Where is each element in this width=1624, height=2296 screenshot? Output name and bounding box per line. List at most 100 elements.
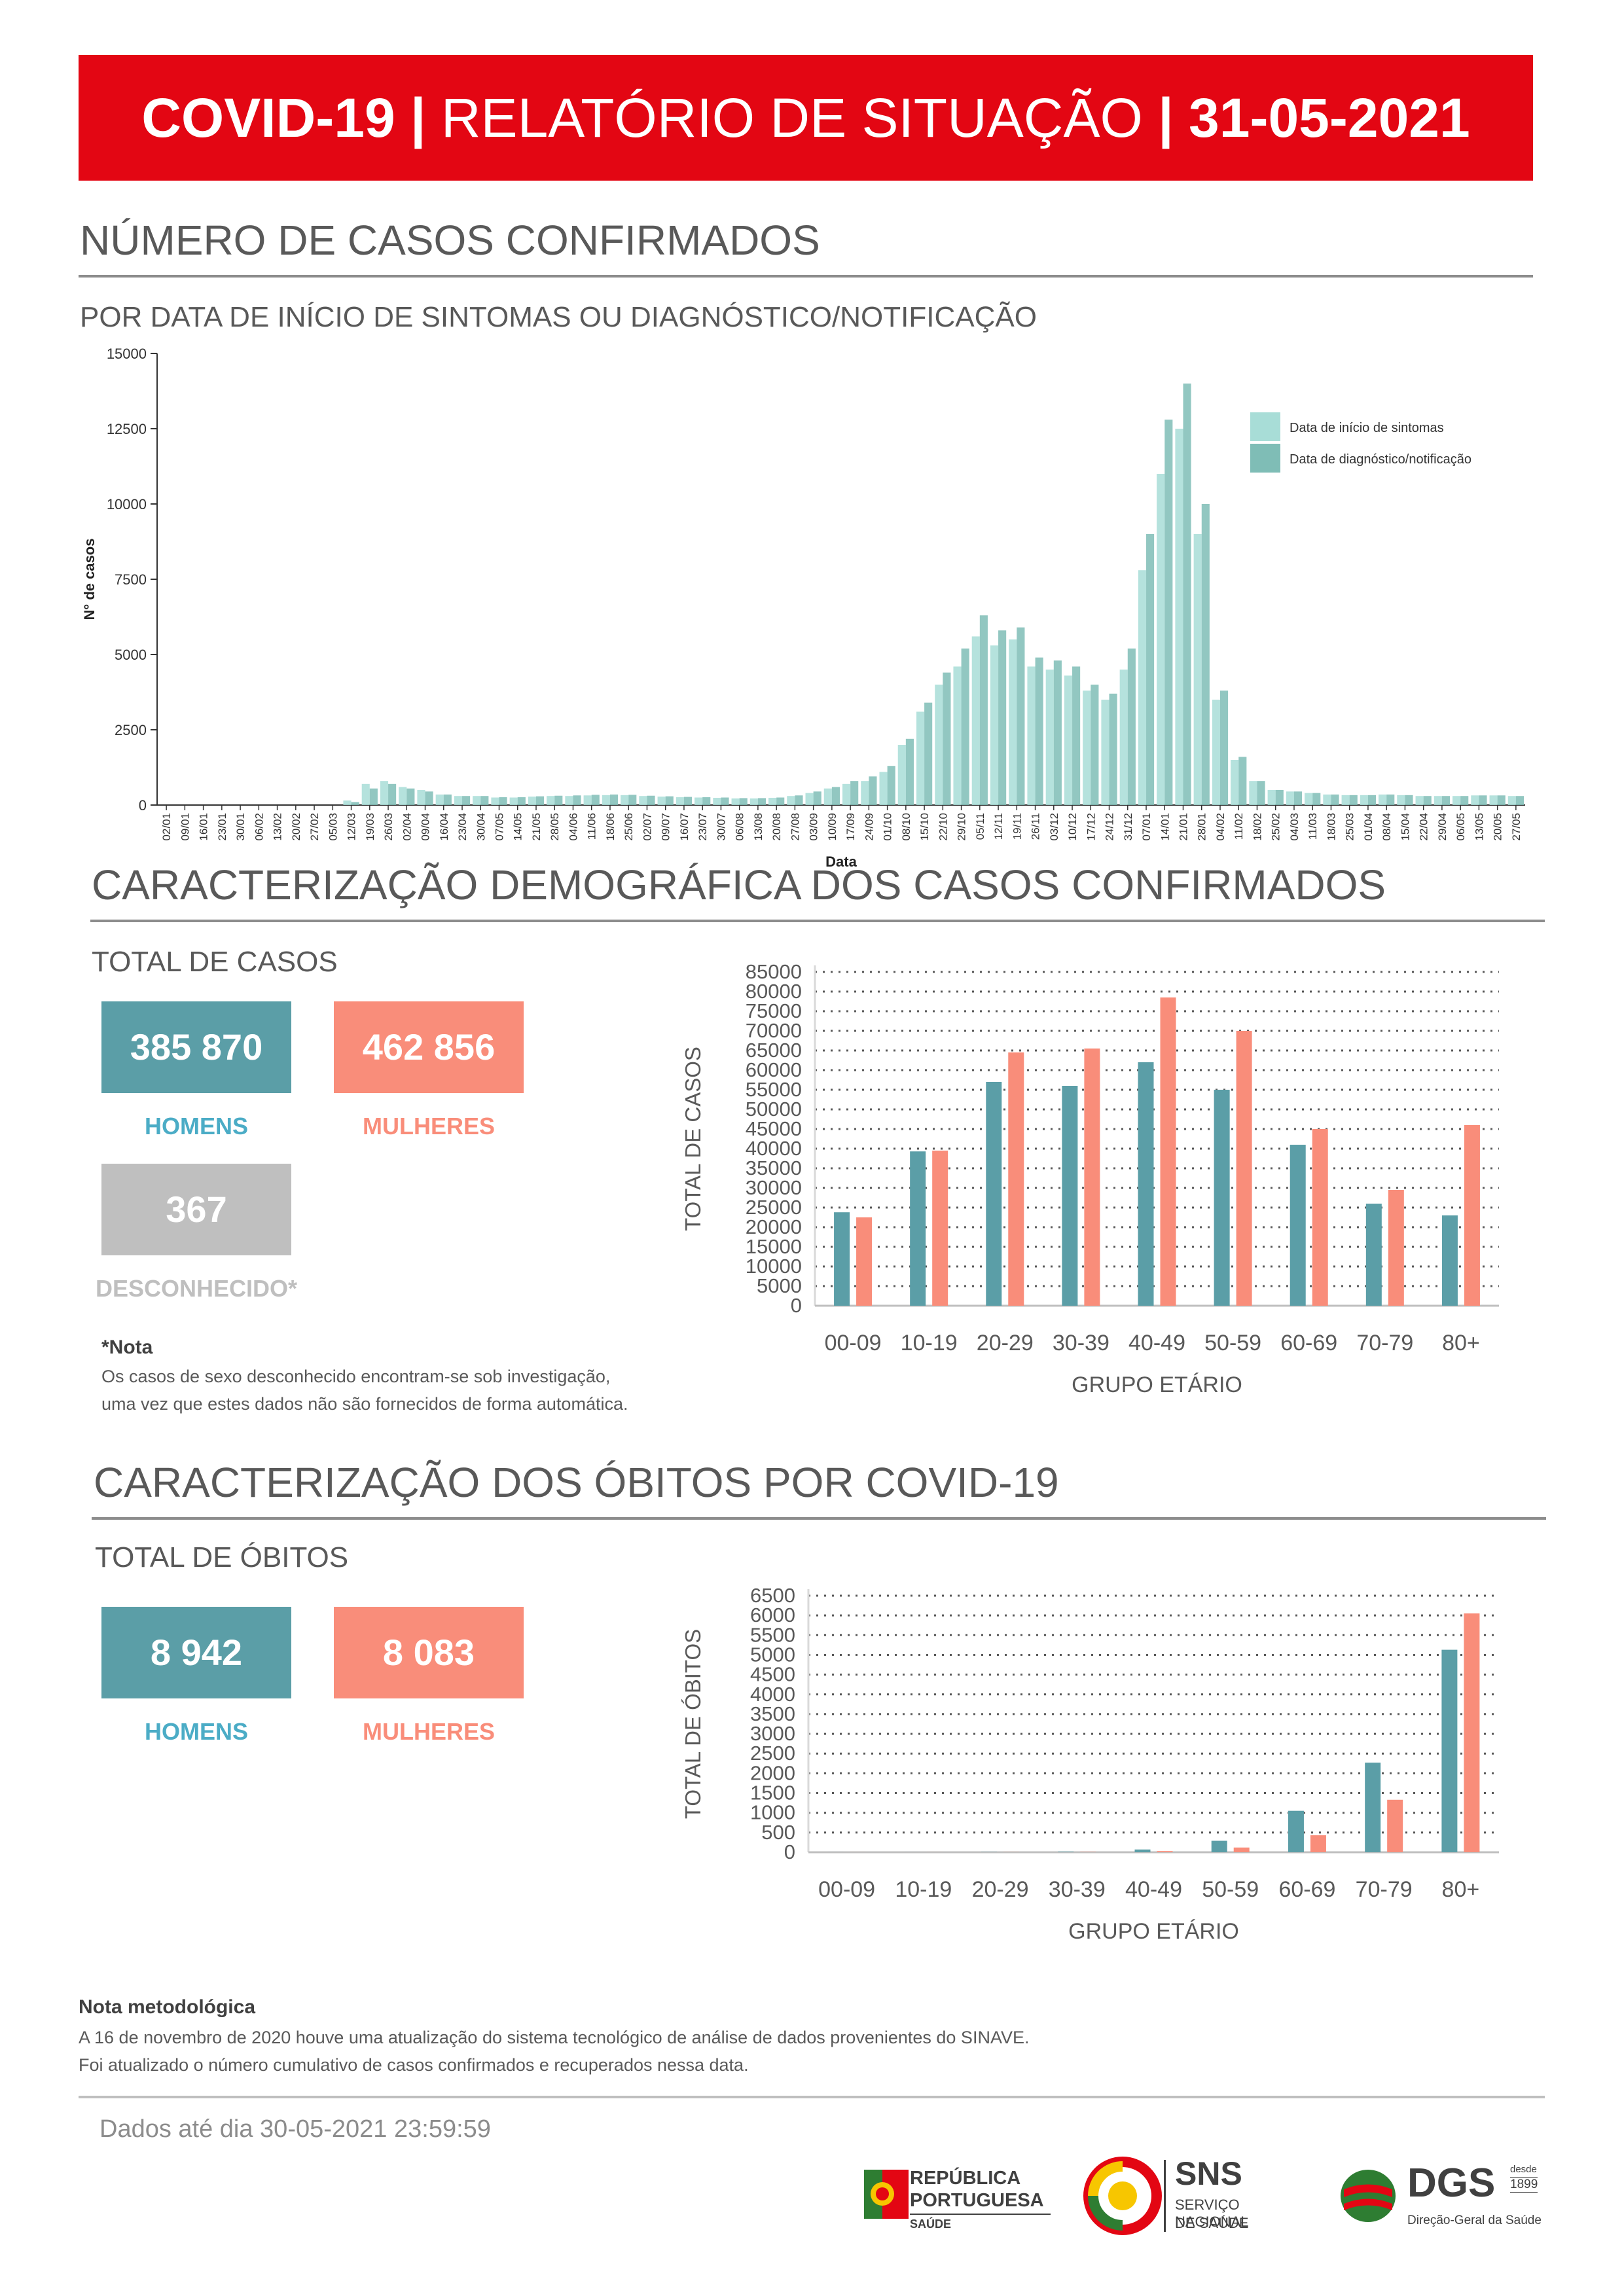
epi-bar bbox=[842, 783, 851, 805]
x-tick-label: 14/05 bbox=[512, 813, 524, 841]
x-tick-label: 08/10 bbox=[900, 813, 912, 841]
epi-bar bbox=[731, 798, 740, 805]
epi-bar bbox=[517, 797, 526, 805]
x-tick-label: 05/11 bbox=[974, 813, 986, 840]
x-tick-label: 24/09 bbox=[863, 813, 875, 841]
age-bar bbox=[1211, 1840, 1227, 1852]
age-bar bbox=[1387, 1799, 1403, 1852]
epi-bar bbox=[565, 796, 573, 805]
x-tick-label: 29/10 bbox=[956, 813, 968, 841]
epi-bar bbox=[1101, 700, 1110, 805]
epi-bar bbox=[491, 797, 499, 805]
age-bar bbox=[1008, 1052, 1024, 1306]
epi-bar bbox=[647, 795, 655, 805]
epi-bar bbox=[369, 788, 378, 805]
x-tick-label: 13/08 bbox=[752, 813, 765, 841]
x-tick-label: 04/06 bbox=[567, 813, 579, 841]
epi-bar bbox=[757, 798, 767, 805]
y-tick-label: 5500 bbox=[750, 1623, 795, 1646]
epi-bar bbox=[639, 796, 647, 805]
x-tick-label: 09/07 bbox=[660, 813, 672, 841]
y-tick-label: 5000 bbox=[757, 1274, 802, 1297]
x-tick-label: 02/04 bbox=[401, 813, 413, 841]
x-tick-label: 13/02 bbox=[272, 813, 284, 841]
epi-bar bbox=[1460, 796, 1469, 805]
epi-bar bbox=[1027, 666, 1036, 805]
epi-bar bbox=[1091, 685, 1099, 805]
x-tick-label: 21/05 bbox=[530, 813, 543, 841]
deaths-by-age-chart: 0500100015002000250030003500400045005000… bbox=[681, 1584, 1499, 1944]
republica-portuguesa-logo: REPÚBLICA PORTUGUESA SAÚDE bbox=[857, 2160, 1067, 2232]
portugal-flag-icon bbox=[864, 2170, 909, 2219]
title-separator-2: | bbox=[1158, 87, 1174, 149]
y-tick-label: 20000 bbox=[746, 1215, 802, 1238]
epidemic-curve-chart: 0 2500 5000 7500 10000 12500 15000 N° de casos 0… bbox=[81, 346, 1525, 870]
epi-bar bbox=[823, 788, 832, 805]
y-tick-label: 55000 bbox=[746, 1078, 802, 1101]
total-cases-label: TOTAL DE CASOS bbox=[92, 946, 338, 978]
epi-bar bbox=[602, 795, 610, 805]
epi-bar bbox=[1293, 791, 1303, 805]
x-axis-title: Data bbox=[825, 853, 857, 870]
y-tick-label: 4000 bbox=[750, 1683, 795, 1706]
data-until-text: Dados até dia 30-05-2021 23:59:59 bbox=[99, 2115, 491, 2143]
x-tick-label: 18/03 bbox=[1325, 813, 1337, 841]
epi-bar bbox=[417, 790, 425, 805]
logo-line: SAÚDE bbox=[910, 2217, 952, 2231]
legend-label: Data de diagnóstico/notificação bbox=[1290, 452, 1471, 467]
x-tick-label: 30-39 bbox=[1049, 1877, 1106, 1902]
legend-label: Data de início de sintomas bbox=[1290, 421, 1444, 435]
epi-bar bbox=[1164, 420, 1173, 805]
y-tick-label: 2500 bbox=[750, 1742, 795, 1765]
y-axis-title: N° de casos bbox=[81, 539, 98, 620]
x-axis-title: GRUPO ETÁRIO bbox=[1072, 1372, 1242, 1397]
y-tick-label: 5000 bbox=[115, 647, 147, 663]
epi-bar bbox=[916, 711, 925, 805]
epi-bar bbox=[768, 797, 777, 805]
epi-bar bbox=[702, 797, 711, 805]
x-tick-label: 60-69 bbox=[1280, 1331, 1337, 1355]
epi-bar bbox=[961, 648, 969, 805]
epi-bar bbox=[1053, 660, 1062, 805]
x-tick-label: 80+ bbox=[1442, 1877, 1480, 1902]
epi-bar bbox=[1397, 795, 1405, 805]
age-bar bbox=[986, 1082, 1002, 1306]
logo-line: DE SAÚDE bbox=[1175, 2215, 1249, 2231]
logo-line: REPÚBLICA bbox=[910, 2168, 1021, 2189]
epi-bar bbox=[905, 738, 914, 805]
x-tick-label: 15/04 bbox=[1399, 813, 1411, 841]
epi-bar bbox=[1323, 794, 1331, 805]
x-tick-label: 16/04 bbox=[438, 813, 450, 841]
legend-swatch bbox=[1250, 412, 1280, 441]
x-tick-label: 27/08 bbox=[789, 813, 801, 841]
epi-bar bbox=[935, 685, 943, 805]
x-tick-label: 23/01 bbox=[216, 813, 228, 841]
x-tick-label: 24/12 bbox=[1104, 813, 1116, 841]
x-tick-label: 25/02 bbox=[1270, 813, 1282, 841]
logo-divider bbox=[1164, 2160, 1166, 2232]
epi-bar bbox=[361, 783, 370, 805]
y-tick-label: 40000 bbox=[746, 1137, 802, 1160]
epi-bar bbox=[1305, 793, 1313, 805]
epi-bar bbox=[1201, 504, 1210, 805]
epi-bar bbox=[547, 796, 555, 805]
epi-bar bbox=[850, 781, 859, 805]
x-tick-label: 10-19 bbox=[901, 1331, 958, 1355]
report-date: 31-05-2021 bbox=[1189, 87, 1470, 149]
x-tick-label: 40-49 bbox=[1128, 1331, 1185, 1355]
x-tick-label: 70-79 bbox=[1356, 1877, 1413, 1902]
y-tick-label: 500 bbox=[761, 1821, 795, 1844]
x-tick-label: 08/04 bbox=[1380, 813, 1393, 841]
y-axis-title: TOTAL DE CASOS bbox=[681, 1047, 705, 1231]
epi-bar bbox=[1127, 648, 1136, 805]
y-tick-label: 30000 bbox=[746, 1176, 802, 1199]
epi-bar bbox=[1479, 795, 1487, 805]
x-tick-label: 06/02 bbox=[253, 813, 265, 841]
epi-bar bbox=[1312, 793, 1321, 805]
x-tick-label: 10-19 bbox=[895, 1877, 952, 1902]
epi-bar bbox=[887, 766, 895, 805]
note-title: *Nota bbox=[101, 1336, 153, 1358]
x-tick-label: 30/01 bbox=[234, 813, 247, 841]
epi-bar bbox=[1035, 657, 1043, 805]
x-tick-label: 10/12 bbox=[1066, 813, 1079, 841]
